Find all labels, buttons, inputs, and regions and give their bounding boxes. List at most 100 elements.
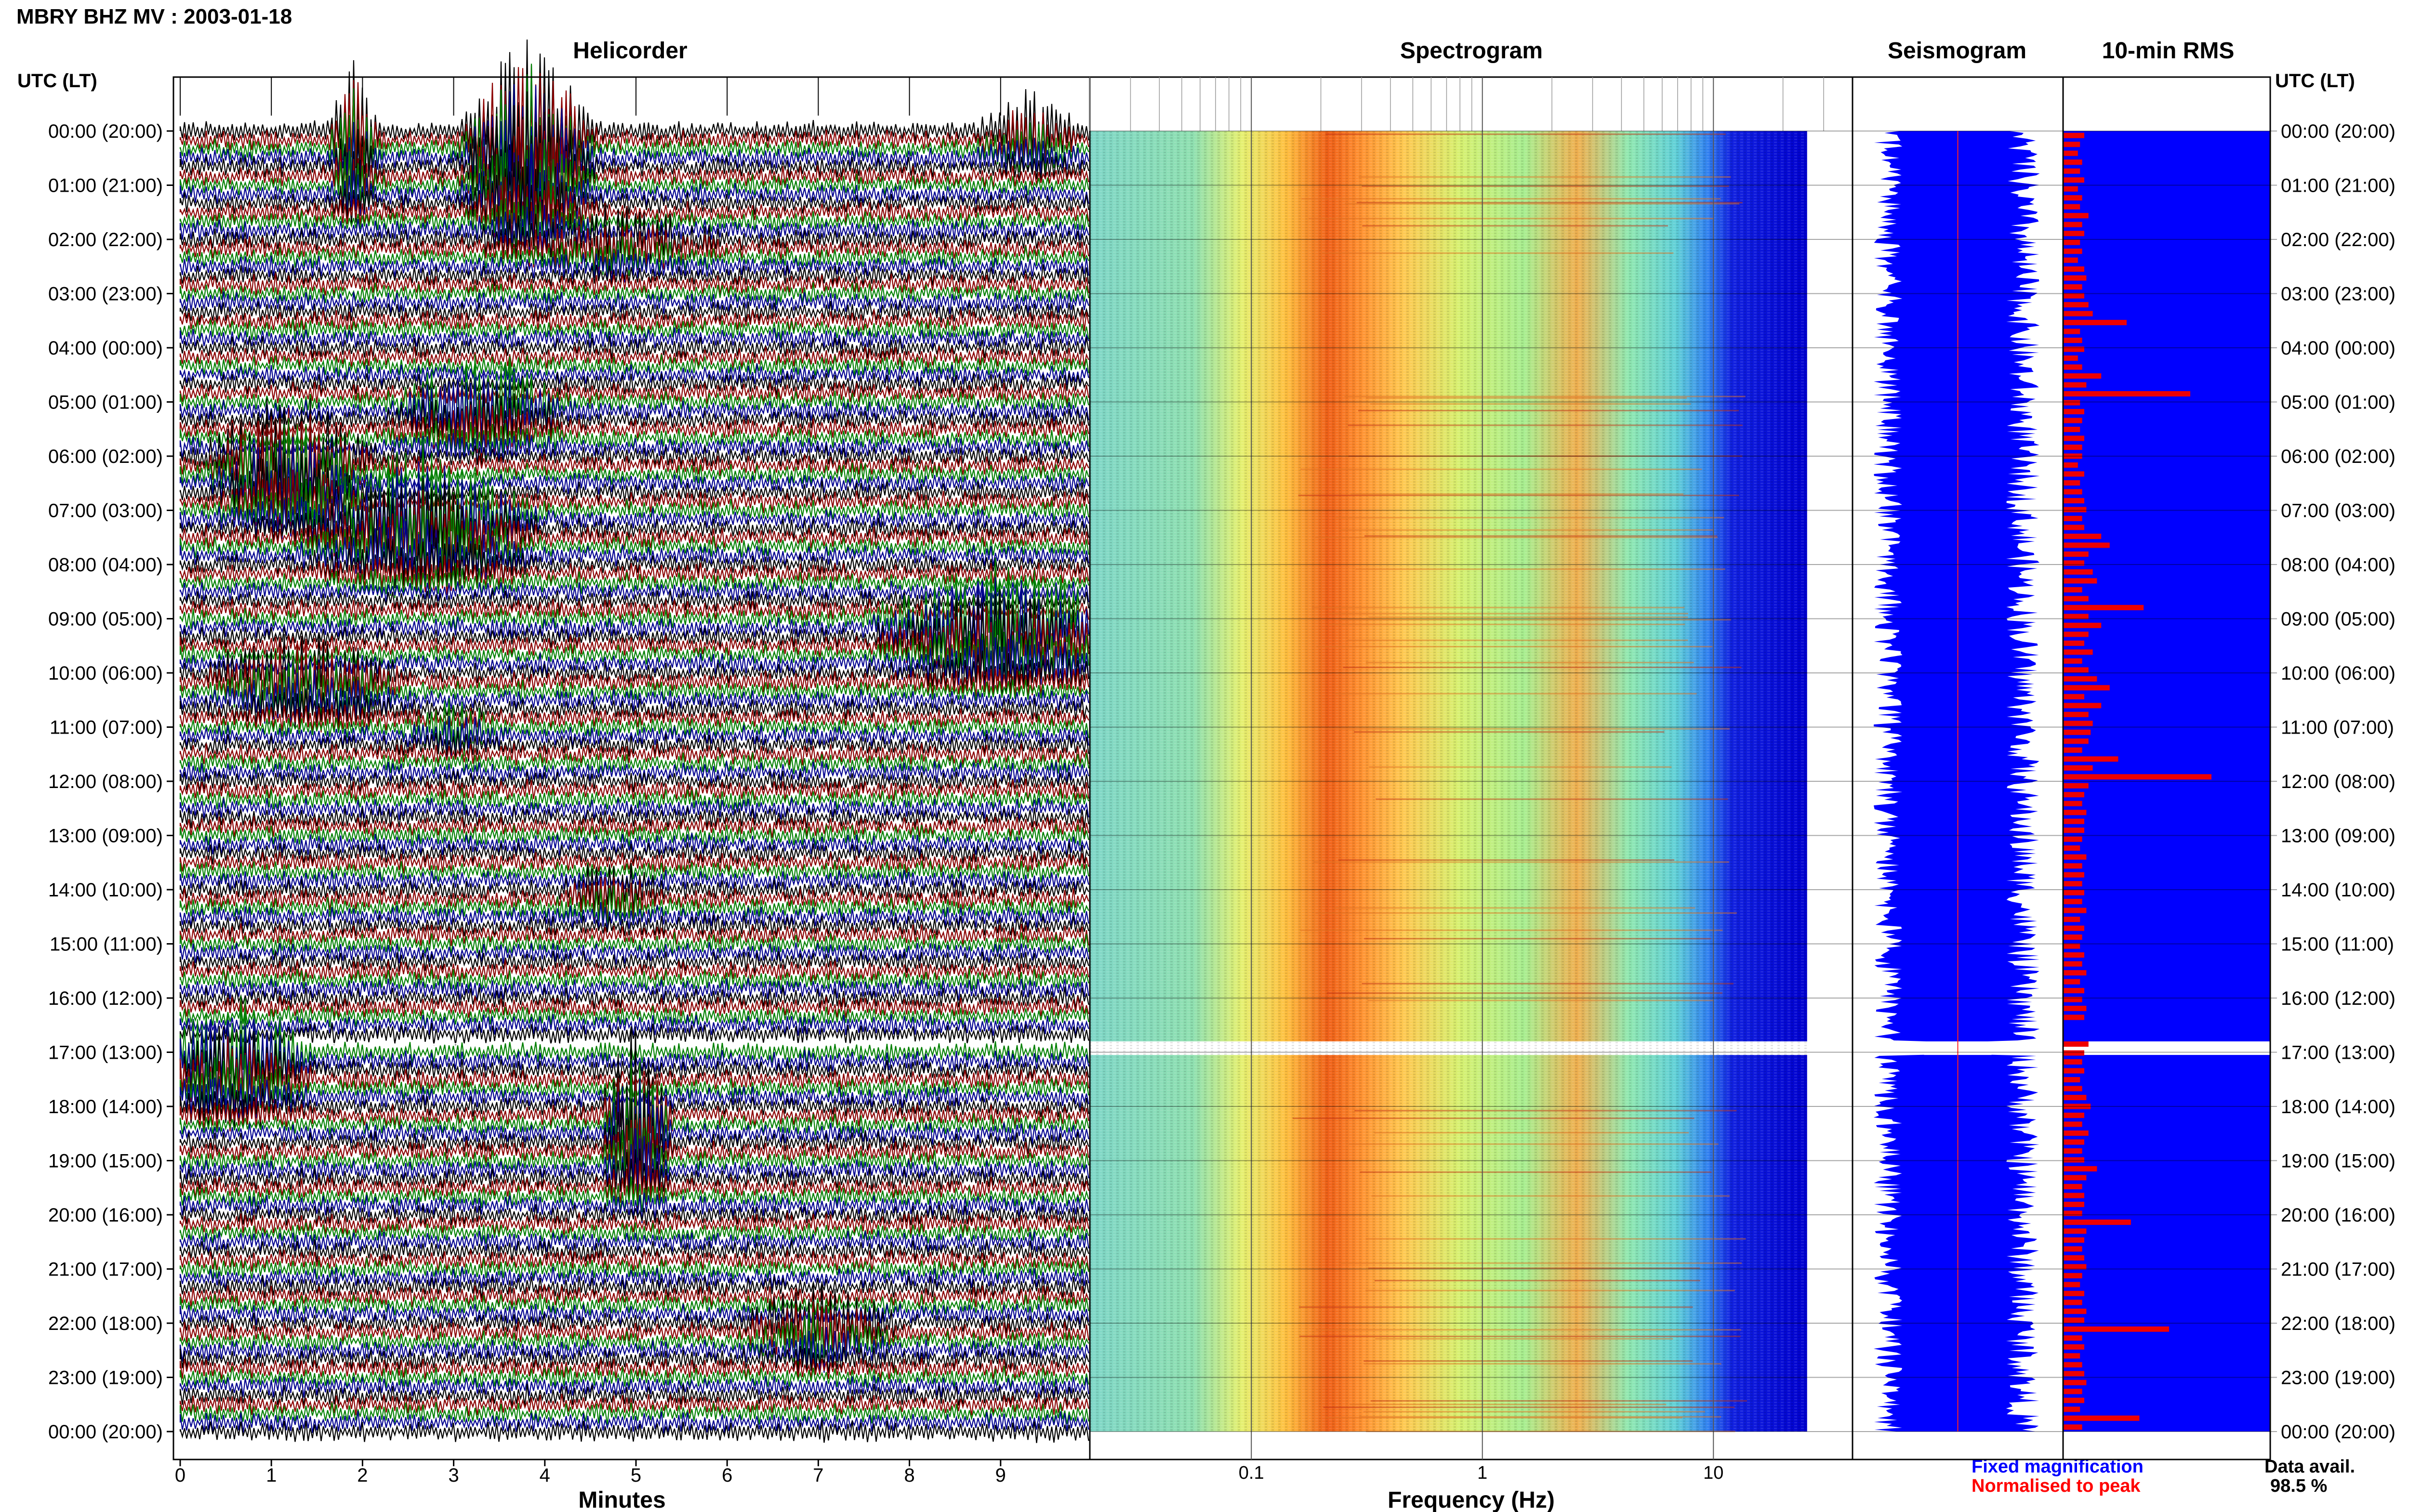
helicorder-trace-126	[179, 1257, 1089, 1281]
helicorder-trace-105	[179, 1036, 1089, 1120]
helicorder-tick-label: 3	[448, 1465, 459, 1486]
rms-bar-65	[2063, 711, 2089, 717]
hour-label-right: 03:00 (23:00)	[2281, 284, 2396, 305]
helicorder-trace-42	[179, 439, 1089, 571]
helicorder-trace-96	[179, 986, 1089, 1010]
helicorder-trace-66	[179, 698, 1089, 757]
helicorder-trace-76	[179, 806, 1089, 829]
spectrogram-streak-23	[1299, 1335, 1741, 1337]
helicorder-trace-90	[179, 932, 1089, 955]
helicorder-trace-87	[179, 902, 1089, 931]
rms-bar-19	[2063, 302, 2089, 308]
spectrogram-streak-43	[1371, 1195, 1730, 1197]
spectrogram-streak-33	[1370, 403, 1691, 405]
helicorder-trace-143	[179, 1411, 1089, 1434]
rms-bar-60	[2063, 667, 2089, 673]
helicorder-trace-11	[179, 205, 1089, 252]
rms-bar-130	[2063, 1290, 2084, 1296]
helicorder-tick-label: 9	[995, 1465, 1006, 1486]
rms-bar-20	[2063, 311, 2093, 316]
helicorder-tick-label: 1	[266, 1465, 277, 1486]
spectrogram-streak-46	[1363, 1363, 1721, 1365]
rms-bar-112	[2063, 1130, 2089, 1136]
utc-label-right: UTC (LT)	[2275, 70, 2355, 92]
spectrogram-streak-50	[1328, 623, 1685, 625]
helicorder-trace-103	[179, 1018, 1089, 1107]
rms-bar-102	[2063, 1041, 2089, 1047]
rms-bar-25	[2063, 355, 2078, 361]
hour-label-left: 00:00 (20:00)	[48, 121, 163, 142]
spectrogram-streak-57	[1338, 859, 1675, 861]
seismogram-title: Seismogram	[1887, 38, 2027, 64]
rms-bar-2	[2063, 150, 2078, 156]
hour-label-left: 21:00 (17:00)	[48, 1259, 163, 1280]
helicorder-trace-71	[179, 761, 1089, 784]
rms-bar-140	[2063, 1380, 2087, 1385]
hour-label-left: 09:00 (05:00)	[48, 609, 163, 630]
spectrogram-streak-58	[1374, 1132, 1689, 1134]
rms-bar-136	[2063, 1344, 2084, 1350]
rms-bar-141	[2063, 1389, 2082, 1394]
rms-bar-8	[2063, 204, 2080, 210]
rms-bar-44	[2063, 525, 2084, 530]
rms-bar-33	[2063, 426, 2080, 433]
spectrogram-streak-27	[1315, 537, 1718, 539]
rms-bar-78	[2063, 828, 2084, 833]
spectrogram-streak-59	[1365, 662, 1694, 664]
helicorder-trace-104	[179, 1026, 1089, 1116]
helicorder-trace-93	[179, 959, 1089, 982]
rms-bar-137	[2063, 1353, 2080, 1359]
rms-bar-72	[2063, 774, 2211, 780]
hour-label-right: 20:00 (16:00)	[2281, 1205, 2396, 1226]
rms-bar-69	[2063, 747, 2082, 753]
hour-label-right: 02:00 (22:00)	[2281, 229, 2396, 250]
helicorder-trace-89	[179, 923, 1089, 947]
hour-label-left: 11:00 (07:00)	[50, 717, 163, 738]
rms-bar-10	[2063, 222, 2082, 227]
rms-bar-129	[2063, 1282, 2080, 1288]
rms-bar-126	[2063, 1255, 2084, 1261]
spectrogram-streak-39	[1335, 693, 1697, 695]
spectrogram-streak-1	[1365, 1289, 1735, 1291]
spectrogram-streak-18	[1324, 728, 1730, 730]
legend-normalised-peak: Normalised to peak	[1972, 1476, 2141, 1496]
helicorder-tick-label: 6	[722, 1465, 732, 1486]
rms-bar-135	[2063, 1335, 2082, 1341]
seismogram-envelope-right	[1958, 131, 2040, 1432]
rms-bar-109	[2063, 1104, 2091, 1109]
spectrogram-streak-52	[1359, 1416, 1721, 1418]
rms-bar-76	[2063, 810, 2087, 815]
rms-bar-5	[2063, 177, 2084, 183]
hour-label-left: 00:00 (20:00)	[48, 1421, 163, 1443]
helicorder-trace-133	[179, 1301, 1089, 1365]
helicorder-trace-25	[179, 346, 1089, 368]
hour-label-right: 09:00 (05:00)	[2281, 609, 2396, 630]
helicorder-trace-73	[179, 778, 1089, 802]
rms-bar-56	[2063, 631, 2089, 637]
rms-bar-121	[2063, 1210, 2082, 1216]
helicorder-trace-30	[179, 354, 1089, 444]
rms-bar-54	[2063, 614, 2089, 619]
helicorder-trace-77	[179, 815, 1089, 838]
helicorder-trace-95	[179, 978, 1089, 1001]
helicorder-xlabel: Minutes	[578, 1487, 665, 1512]
rms-gap	[2063, 1041, 2270, 1055]
helicorder-trace-115	[179, 1128, 1089, 1195]
hour-label-right: 04:00 (00:00)	[2281, 338, 2396, 359]
hour-label-right: 15:00 (11:00)	[2281, 934, 2394, 955]
spectrogram-streak-55	[1312, 606, 1685, 608]
hour-label-left: 16:00 (12:00)	[48, 988, 163, 1009]
rms-bar-94	[2063, 970, 2087, 976]
rms-bar-13	[2063, 249, 2082, 254]
helicorder-trace-79	[179, 832, 1089, 856]
spectrogram-streak-11	[1336, 517, 1724, 519]
helicorder-trace-131	[179, 1303, 1089, 1325]
rms-bar-38	[2063, 471, 2084, 477]
rms-bar-7	[2063, 195, 2082, 201]
rms-bar-32	[2063, 418, 2082, 423]
rms-bar-81	[2063, 854, 2087, 860]
hour-label-right: 00:00 (20:00)	[2281, 1421, 2396, 1443]
